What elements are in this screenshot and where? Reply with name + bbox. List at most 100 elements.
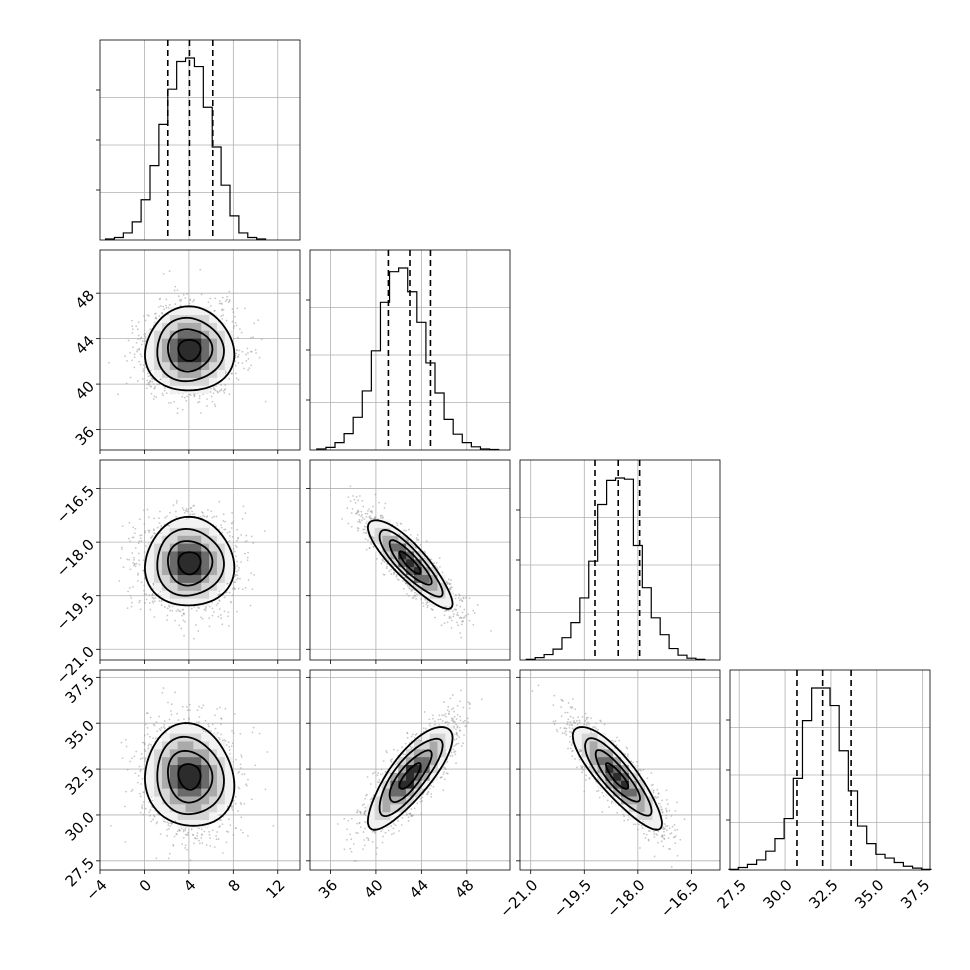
scatter-point bbox=[132, 526, 135, 529]
scatter-point bbox=[150, 820, 153, 823]
scatter-point bbox=[264, 400, 267, 403]
scatter-point bbox=[230, 522, 233, 525]
scatter-point bbox=[220, 718, 223, 720]
scatter-point bbox=[221, 823, 224, 826]
scatter-point bbox=[180, 627, 183, 630]
scatter-point bbox=[178, 828, 180, 831]
density-cell bbox=[177, 369, 186, 378]
scatter-point bbox=[228, 290, 231, 293]
density-cell bbox=[216, 796, 226, 805]
scatter-point bbox=[148, 602, 151, 604]
density-cell bbox=[201, 811, 210, 821]
scatter-point bbox=[139, 353, 142, 356]
contour-line-1 bbox=[166, 328, 214, 373]
density-cell bbox=[216, 369, 226, 378]
scatter-point bbox=[220, 723, 223, 726]
density-cell bbox=[154, 748, 163, 758]
scatter-point bbox=[211, 516, 214, 519]
scatter-point bbox=[221, 531, 224, 534]
scatter-panel-0-1 bbox=[96, 249, 301, 454]
scatter-point bbox=[247, 357, 250, 360]
scatter-point bbox=[218, 300, 221, 302]
panel-frame bbox=[99, 249, 301, 451]
scatter-point bbox=[240, 561, 243, 563]
scatter-point bbox=[214, 727, 217, 730]
histogram-steps-1 bbox=[316, 267, 500, 451]
histogram-panel-2 bbox=[516, 459, 721, 661]
scatter-point bbox=[241, 350, 244, 353]
scatter-point bbox=[170, 713, 173, 716]
scatter-point bbox=[137, 334, 140, 337]
scatter-point bbox=[464, 614, 467, 617]
scatter-point bbox=[166, 619, 168, 621]
density-cell bbox=[185, 535, 194, 544]
density-cell bbox=[169, 519, 179, 528]
scatter-point bbox=[176, 412, 179, 415]
scatter-point bbox=[138, 360, 140, 363]
density-cell bbox=[185, 361, 194, 371]
scatter-point bbox=[149, 716, 152, 719]
scatter-point bbox=[200, 412, 202, 414]
scatter-point bbox=[123, 805, 126, 808]
scatter-point bbox=[244, 307, 247, 310]
scatter-point bbox=[167, 306, 170, 309]
scatter-point bbox=[222, 513, 225, 516]
scatter-point bbox=[164, 387, 166, 389]
density-cell bbox=[216, 803, 226, 813]
density-cell bbox=[161, 772, 171, 781]
scatter-point bbox=[354, 501, 357, 504]
scatter-point bbox=[146, 508, 149, 511]
scatter-point bbox=[182, 509, 185, 511]
scatter-point bbox=[218, 500, 221, 503]
density-cell bbox=[177, 803, 186, 813]
scatter-point bbox=[248, 367, 251, 370]
scatter-point bbox=[159, 378, 162, 381]
scatter-point bbox=[197, 401, 199, 404]
density-cell bbox=[209, 590, 218, 599]
scatter-point bbox=[196, 837, 198, 840]
scatter-point bbox=[220, 819, 222, 822]
scatter-point bbox=[198, 397, 201, 400]
scatter-point bbox=[250, 535, 253, 538]
scatter-point bbox=[239, 577, 241, 580]
scatter-point bbox=[199, 842, 201, 845]
density-cell bbox=[169, 543, 179, 552]
density-cell bbox=[177, 322, 186, 331]
scatter-point bbox=[211, 723, 214, 726]
density-cell bbox=[161, 361, 171, 371]
scatter-point bbox=[238, 328, 241, 331]
scatter-point bbox=[234, 802, 237, 805]
scatter-point bbox=[220, 384, 222, 386]
scatter-point bbox=[199, 515, 202, 518]
scatter-point bbox=[245, 539, 248, 542]
scatter-point bbox=[145, 387, 148, 390]
scatter-point bbox=[203, 830, 206, 833]
scatter-point bbox=[237, 587, 240, 590]
scatter-point bbox=[178, 299, 181, 301]
density-cell bbox=[161, 803, 171, 813]
scatter-point bbox=[142, 569, 145, 572]
scatter-point bbox=[242, 831, 244, 834]
scatter-point bbox=[139, 599, 141, 602]
scatter-point bbox=[158, 600, 161, 602]
scatter-point bbox=[137, 574, 139, 576]
density-cell bbox=[146, 551, 155, 560]
scatter-point bbox=[153, 815, 156, 818]
scatter-point bbox=[229, 824, 232, 827]
density-cell bbox=[201, 385, 210, 394]
scatter-point bbox=[186, 709, 189, 712]
scatter-point bbox=[235, 377, 238, 380]
scatter-point bbox=[129, 594, 132, 597]
histogram-steps-3 bbox=[728, 687, 932, 870]
scatter-point bbox=[224, 388, 227, 390]
scatter-point bbox=[258, 356, 261, 359]
density-cell bbox=[185, 385, 194, 394]
scatter-point bbox=[131, 552, 134, 554]
scatter-point bbox=[144, 757, 147, 759]
scatter-point bbox=[129, 568, 132, 571]
scatter-panel-0-3 bbox=[96, 669, 301, 874]
scatter-point bbox=[134, 565, 137, 568]
scatter-panel-0-2 bbox=[96, 459, 301, 664]
panel-frame bbox=[519, 459, 721, 661]
